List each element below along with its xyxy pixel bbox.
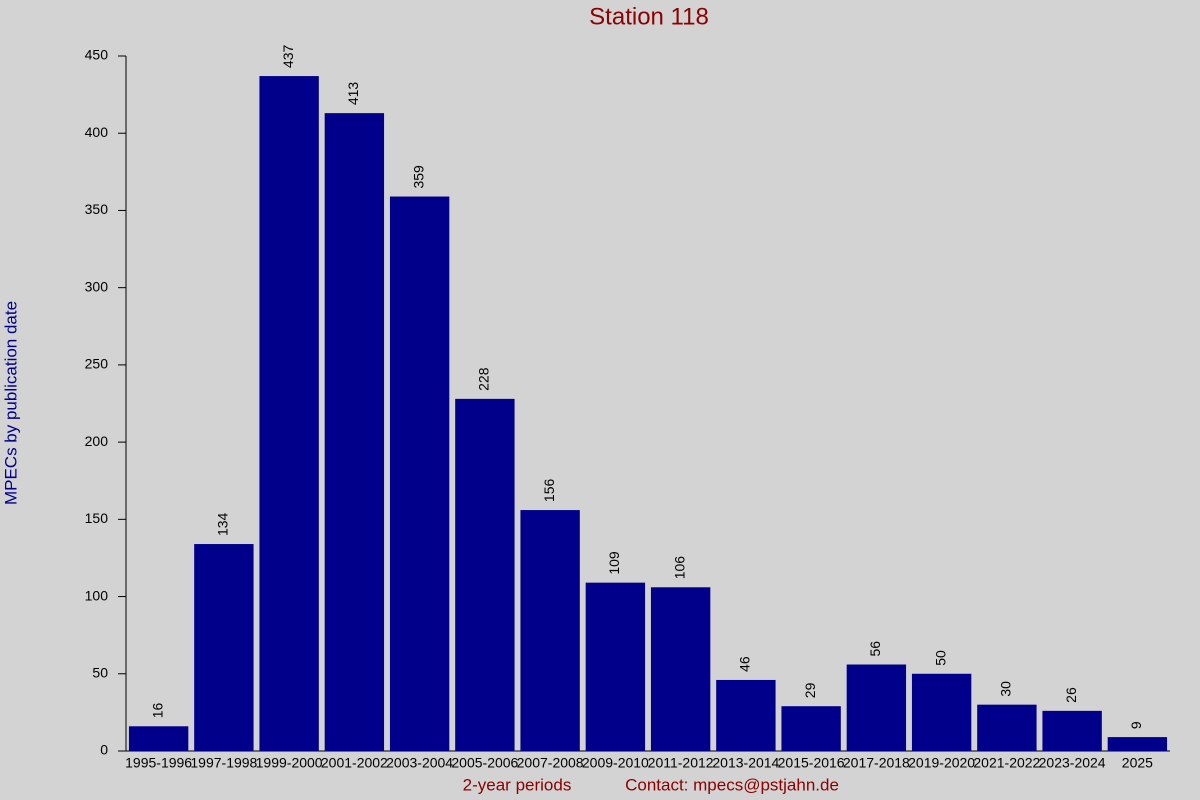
- x-tick-label: 2025: [1122, 755, 1153, 771]
- x-tick-label: 2011-2012: [648, 755, 714, 771]
- value-label: 109: [606, 551, 622, 575]
- x-tick-label: 2013-2014: [712, 755, 779, 771]
- value-label: 228: [476, 367, 492, 391]
- y-tick-label: 300: [85, 278, 109, 294]
- bar: [455, 398, 515, 751]
- y-tick-label: 50: [92, 664, 108, 680]
- bar: [389, 196, 450, 752]
- bar: [977, 704, 1037, 751]
- value-label: 50: [932, 650, 948, 666]
- value-label: 156: [541, 478, 557, 502]
- value-label: 30: [998, 681, 1014, 697]
- x-tick-label: 2003-2004: [386, 755, 453, 771]
- x-tick-label: 2023-2024: [1039, 755, 1106, 771]
- x-axis-title: 2-year periods: [463, 775, 572, 794]
- value-label: 359: [410, 165, 426, 189]
- value-label: 16: [149, 703, 165, 719]
- y-tick-label: 200: [85, 433, 109, 449]
- value-label: 437: [280, 45, 296, 69]
- y-axis-title: MPECs by publication date: [1, 301, 20, 505]
- x-tick-label: 2017-2018: [843, 755, 910, 771]
- y-tick-label: 150: [85, 510, 109, 526]
- y-tick-label: 350: [85, 201, 109, 217]
- value-label: 413: [345, 82, 361, 106]
- x-tick-label: 2015-2016: [778, 755, 845, 771]
- value-label: 56: [867, 641, 883, 657]
- x-tick-label: 2019-2020: [908, 755, 975, 771]
- bar: [128, 726, 189, 751]
- bar: [911, 673, 972, 751]
- y-tick-label: 0: [100, 742, 108, 758]
- x-tick-label: 2005-2006: [451, 755, 518, 771]
- y-tick-label: 400: [85, 124, 109, 140]
- value-label: 29: [802, 682, 818, 698]
- value-label: 106: [671, 556, 687, 580]
- bar: [716, 679, 776, 751]
- bar: [650, 587, 711, 751]
- bar: [259, 76, 319, 752]
- bar: [194, 544, 254, 751]
- bar: [585, 582, 646, 751]
- contact-note: Contact: mpecs@pstjahn.de: [625, 775, 839, 794]
- chart-title: Station 118: [589, 3, 709, 30]
- x-tick-label: 2021-2022: [973, 755, 1040, 771]
- x-tick-label: 1997-1998: [190, 755, 257, 771]
- x-tick-label: 2007-2008: [517, 755, 584, 771]
- value-label: 9: [1128, 721, 1144, 729]
- y-tick-label: 100: [85, 587, 109, 603]
- bar: [846, 664, 907, 751]
- x-tick-label: 1999-2000: [256, 755, 323, 771]
- bar: [781, 706, 841, 751]
- bar: [324, 113, 385, 751]
- y-tick-label: 450: [85, 47, 109, 63]
- value-label: 134: [215, 512, 231, 536]
- bar: [1042, 710, 1102, 751]
- x-tick-label: 1995-1996: [125, 755, 192, 771]
- value-label: 26: [1063, 687, 1079, 703]
- x-tick-label: 2009-2010: [582, 755, 649, 771]
- bar: [1107, 737, 1168, 751]
- value-label: 46: [737, 656, 753, 672]
- x-tick-label: 2001-2002: [321, 755, 388, 771]
- y-tick-label: 250: [85, 356, 109, 372]
- bar: [520, 510, 580, 751]
